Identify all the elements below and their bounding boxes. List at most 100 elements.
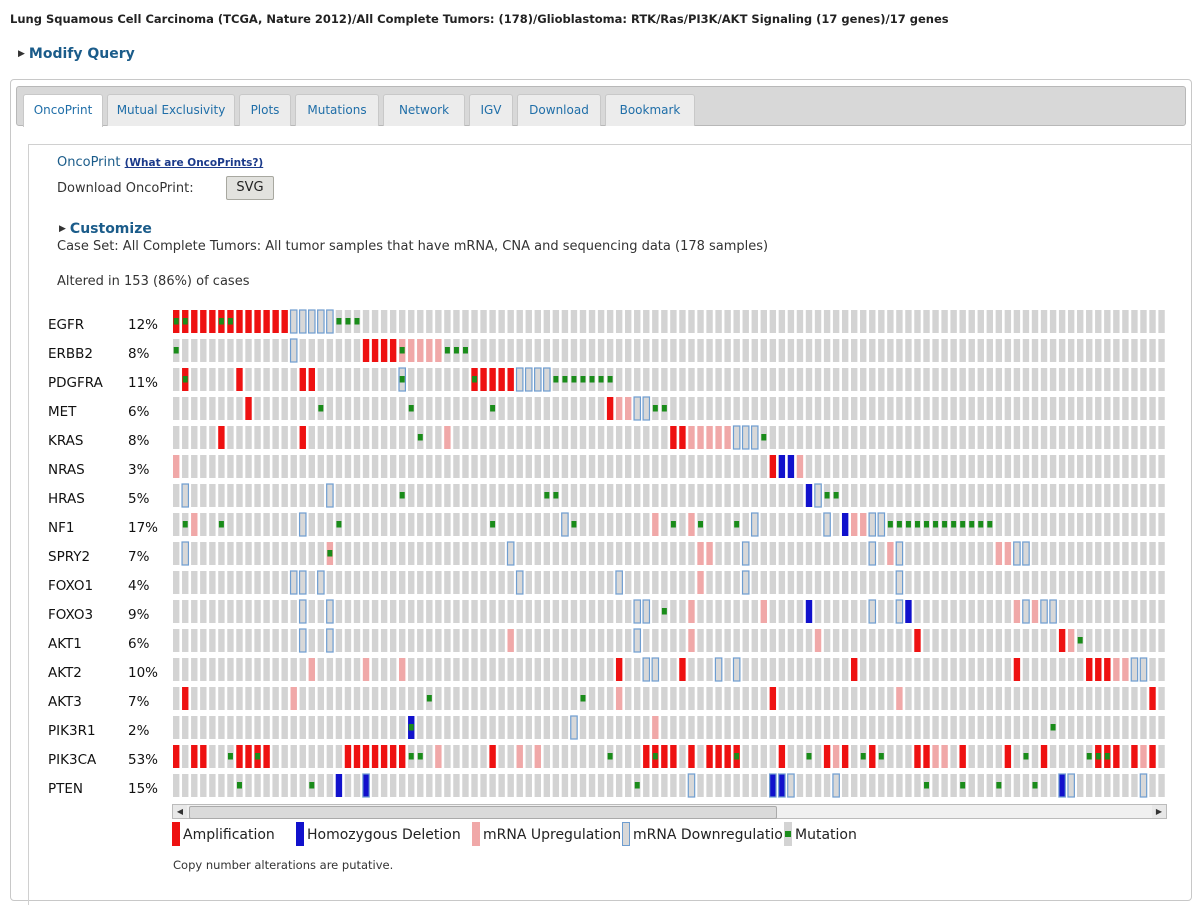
oncoprint-sample-cell (805, 455, 813, 478)
oncoprint-sample-cell (299, 484, 306, 507)
oncoprint-sample-cell (200, 310, 207, 333)
oncoprint-sample-cell (371, 571, 379, 594)
oncoprint-sample-cell (471, 484, 478, 507)
tab-plots[interactable]: Plots (239, 94, 291, 126)
modify-query-link[interactable]: ▶ Modify Query (18, 46, 135, 62)
customize-toggle[interactable]: ▶ Customize (59, 221, 152, 237)
oncoprint-sample-cell (489, 687, 496, 710)
oncoprint-sample-cell (950, 368, 957, 391)
oncoprint-sample-cell (814, 542, 822, 565)
scroll-right-arrow-icon[interactable]: ▶ (1152, 805, 1166, 818)
oncoprint-sample-cell (380, 542, 388, 565)
oncoprint-sample-cell (290, 368, 297, 391)
oncoprint-sample-cell (480, 513, 487, 536)
oncoprint-sample-cell (697, 600, 704, 623)
oncoprint-sample-cell (462, 687, 469, 710)
scroll-left-arrow-icon[interactable]: ◀ (173, 805, 187, 818)
oncoprint-sample-cell (706, 629, 713, 652)
oncoprint-sample-cell (941, 716, 948, 739)
oncoprint-sample-cell (914, 629, 921, 652)
oncoprint-sample-cell (588, 716, 596, 739)
tab-network[interactable]: Network (383, 94, 465, 126)
oncoprint-sample-cell (290, 542, 297, 565)
oncoprint-sample-cell (1140, 571, 1147, 594)
oncoprint-sample-cell (986, 397, 993, 420)
gene-name-pdgfra: PDGFRA (48, 375, 103, 391)
mutation-marker (336, 318, 342, 325)
oncoprint-sample-cell (200, 455, 207, 478)
oncoprint-sample-cell (435, 745, 442, 768)
mutation-marker (960, 521, 966, 528)
oncoprint-sample-cell (986, 426, 993, 449)
what-are-oncoprints-link[interactable]: (What are OncoPrints?) (124, 157, 264, 169)
oncoprint-sample-cell (408, 310, 415, 333)
oncoprint-sample-cell (769, 716, 777, 739)
oncoprint-sample-cell (1031, 629, 1039, 652)
oncoprint-sample-cell (507, 774, 514, 797)
oncoprint-sample-cell (1004, 513, 1012, 536)
oncoprint-sample-cell (1086, 658, 1093, 681)
mutation-marker (227, 753, 233, 760)
oncoprint-sample-cell (290, 745, 297, 768)
oncoprint-sample-cell (1104, 542, 1111, 565)
tab-mutual-exclusivity[interactable]: Mutual Exclusivity (107, 94, 235, 126)
tab-bookmark[interactable]: Bookmark (605, 94, 695, 126)
oncoprint-sample-cell (588, 600, 596, 623)
oncoprint-sample-cell (606, 513, 614, 536)
oncoprint-sample-cell (570, 339, 578, 362)
oncoprint-sample-cell (308, 484, 315, 507)
oncoprint-sample-cell (805, 513, 813, 536)
oncoprint-sample-cell (941, 658, 948, 681)
tab-download[interactable]: Download (517, 94, 601, 126)
oncoprint-sample-cell (453, 687, 460, 710)
oncoprint-sample-cell (977, 455, 984, 478)
svg-download-button[interactable]: SVG (226, 176, 274, 200)
scrollbar-thumb[interactable] (189, 806, 777, 819)
oncoprint-sample-cell (606, 426, 614, 449)
tab-oncoprint[interactable]: OncoPrint (23, 94, 103, 127)
oncoprint-sample-cell (1095, 426, 1102, 449)
tab-igv[interactable]: IGV (469, 94, 513, 126)
oncoprint-sample-cell (353, 600, 361, 623)
oncoprint-sample-cell (1122, 513, 1129, 536)
oncoprint-sample-cell (543, 455, 551, 478)
oncoprint-sample-cell (389, 426, 397, 449)
oncoprint-sample-cell (823, 658, 831, 681)
oncoprint-sample-cell (480, 658, 487, 681)
oncoprint-sample-cell (399, 397, 406, 420)
oncoprint-sample-cell (480, 310, 487, 333)
oncoprint-sample-cell (298, 599, 307, 624)
oncoprint-sample-cell (1086, 600, 1093, 623)
oncoprint-sample-cell (362, 629, 370, 652)
oncoprint-horizontal-scrollbar[interactable]: ◀ ▶ (172, 804, 1167, 819)
oncoprint-sample-cell (263, 426, 270, 449)
oncoprint-sample-cell (1122, 542, 1129, 565)
oncoprint-sample-cell (1004, 542, 1012, 565)
oncoprint-sample-cell (950, 542, 957, 565)
oncoprint-sample-cell (634, 542, 641, 565)
oncoprint-sample-cell (561, 658, 569, 681)
oncoprint-sample-cell (570, 455, 578, 478)
oncoprint-sample-cell (652, 600, 659, 623)
oncoprint-sample-cell (344, 629, 352, 652)
oncoprint-sample-cell (1113, 687, 1120, 710)
oncoprint-sample-cell (905, 368, 912, 391)
oncoprint-sample-cell (1022, 426, 1030, 449)
oncoprint-sample-cell (814, 629, 822, 652)
oncoprint-sample-cell (634, 426, 641, 449)
oncoprint-sample-cell (796, 687, 804, 710)
oncoprint-sample-cell (417, 455, 424, 478)
oncoprint-sample-cell (652, 310, 659, 333)
oncoprint-sample-cell (579, 455, 587, 478)
oncoprint-sample-cell (841, 513, 849, 536)
oncoprint-sample-cell (923, 629, 930, 652)
oncoprint-sample-cell (453, 658, 460, 681)
oncoprint-sample-cell (298, 570, 307, 595)
oncoprint-sample-cell (209, 513, 216, 536)
mutation-marker (806, 753, 812, 760)
tab-mutations[interactable]: Mutations (295, 94, 379, 126)
oncoprint-sample-cell (435, 339, 442, 362)
oncoprint-sample-cell (588, 455, 596, 478)
oncoprint-sample-cell (778, 629, 786, 652)
oncoprint-sample-cell (606, 455, 614, 478)
